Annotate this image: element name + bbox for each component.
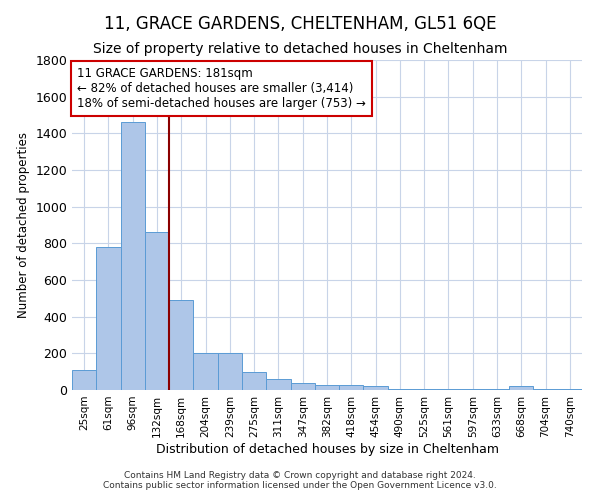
Bar: [72, 370, 96, 390]
Bar: [461, 389, 485, 390]
Bar: [558, 389, 582, 390]
Bar: [145, 232, 169, 390]
Bar: [509, 386, 533, 390]
Bar: [364, 386, 388, 390]
Bar: [436, 389, 461, 390]
Bar: [266, 379, 290, 390]
Bar: [218, 354, 242, 390]
Bar: [388, 389, 412, 390]
Text: 11 GRACE GARDENS: 181sqm
← 82% of detached houses are smaller (3,414)
18% of sem: 11 GRACE GARDENS: 181sqm ← 82% of detach…: [77, 66, 366, 110]
Y-axis label: Number of detached properties: Number of detached properties: [17, 132, 30, 318]
Bar: [412, 389, 436, 390]
Bar: [339, 384, 364, 390]
Bar: [315, 384, 339, 390]
Bar: [121, 122, 145, 390]
Bar: [485, 389, 509, 390]
Bar: [242, 372, 266, 390]
Bar: [169, 300, 193, 390]
Text: 11, GRACE GARDENS, CHELTENHAM, GL51 6QE: 11, GRACE GARDENS, CHELTENHAM, GL51 6QE: [104, 15, 496, 33]
X-axis label: Distribution of detached houses by size in Cheltenham: Distribution of detached houses by size …: [155, 442, 499, 456]
Bar: [96, 247, 121, 390]
Text: Contains HM Land Registry data © Crown copyright and database right 2024.
Contai: Contains HM Land Registry data © Crown c…: [103, 470, 497, 490]
Bar: [193, 354, 218, 390]
Bar: [290, 382, 315, 390]
Bar: [533, 389, 558, 390]
Text: Size of property relative to detached houses in Cheltenham: Size of property relative to detached ho…: [93, 42, 507, 56]
